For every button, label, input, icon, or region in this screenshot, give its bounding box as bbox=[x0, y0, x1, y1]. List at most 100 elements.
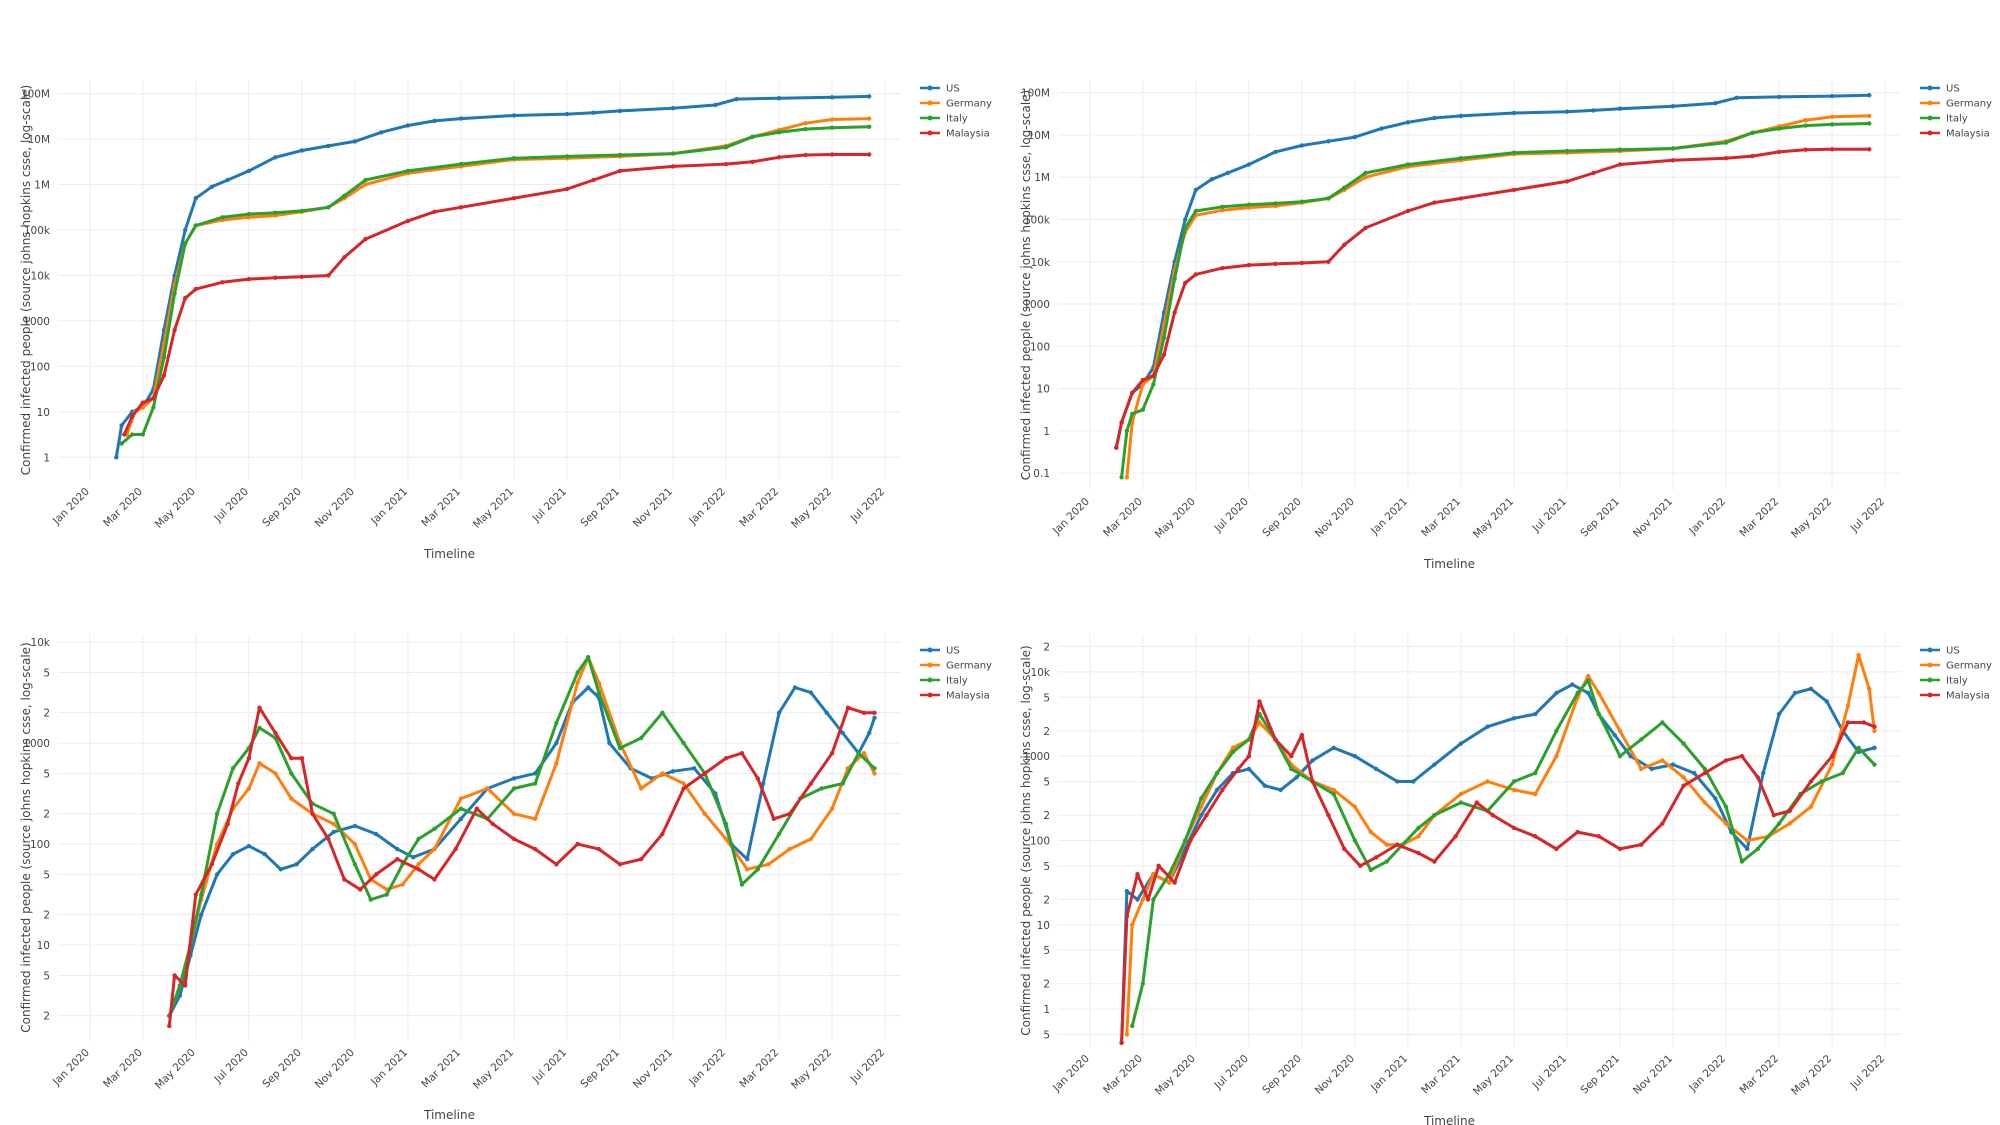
data-point bbox=[1161, 335, 1167, 340]
data-point bbox=[808, 781, 814, 786]
data-point bbox=[596, 690, 601, 695]
series-italy bbox=[167, 655, 877, 1018]
data-point bbox=[214, 872, 220, 877]
data-point bbox=[1829, 114, 1835, 120]
data-point bbox=[416, 867, 421, 872]
data-point bbox=[1172, 310, 1177, 315]
legend-item-italy[interactable]: Italy bbox=[1920, 114, 1968, 125]
data-point bbox=[1130, 922, 1135, 927]
data-point bbox=[230, 766, 236, 771]
y-tick-label: 0.1 bbox=[1033, 468, 1050, 480]
data-point bbox=[130, 414, 135, 419]
data-point bbox=[1829, 754, 1835, 759]
data-point bbox=[1342, 242, 1347, 247]
data-point bbox=[432, 826, 437, 832]
data-point bbox=[1405, 208, 1411, 214]
legend-item-us[interactable]: US bbox=[920, 646, 960, 657]
data-point bbox=[1564, 148, 1570, 154]
data-point bbox=[1670, 104, 1676, 109]
data-point bbox=[273, 155, 278, 160]
legend-item-germany[interactable]: Germany bbox=[920, 99, 992, 110]
series-malaysia bbox=[167, 705, 877, 1029]
data-point bbox=[1458, 156, 1464, 161]
legend-item-malaysia[interactable]: Malaysia bbox=[1920, 129, 1990, 140]
y-tick-label: 100 bbox=[30, 361, 50, 373]
data-point bbox=[1596, 834, 1601, 839]
data-point bbox=[199, 912, 204, 917]
legend-label: Germany bbox=[1946, 661, 1992, 672]
data-point bbox=[1416, 850, 1421, 856]
data-point bbox=[867, 94, 872, 99]
x-tick-label: Mar 2020 bbox=[1101, 1053, 1145, 1097]
data-point bbox=[1808, 779, 1814, 784]
data-point bbox=[1808, 686, 1814, 691]
data-point bbox=[172, 291, 177, 296]
data-point bbox=[1702, 800, 1707, 805]
data-point bbox=[1845, 703, 1851, 708]
legend-item-us[interactable]: US bbox=[920, 84, 960, 95]
data-point bbox=[1511, 779, 1517, 784]
data-point bbox=[1156, 863, 1161, 868]
x-tick-label: Sep 2021 bbox=[1578, 496, 1622, 540]
legend[interactable]: US Germany Italy Malaysia bbox=[920, 84, 992, 140]
legend-marker bbox=[927, 647, 933, 653]
y-tick-label: 5 bbox=[1043, 861, 1050, 873]
legend-item-italy[interactable]: Italy bbox=[1920, 676, 1968, 687]
legend-item-us[interactable]: US bbox=[1920, 84, 1960, 95]
data-point bbox=[453, 846, 458, 852]
legend-item-germany[interactable]: Germany bbox=[920, 661, 992, 672]
legend-label: Malaysia bbox=[946, 129, 990, 140]
data-point bbox=[273, 210, 278, 215]
legend[interactable]: US Germany Italy Malaysia bbox=[1920, 84, 1992, 140]
y-tick-label: 100k bbox=[1024, 214, 1051, 226]
legend-item-us[interactable]: US bbox=[1920, 646, 1960, 657]
data-point bbox=[1511, 716, 1517, 721]
data-point bbox=[411, 855, 416, 860]
data-point bbox=[1776, 149, 1782, 155]
series-us bbox=[114, 94, 872, 460]
data-point bbox=[1352, 804, 1358, 809]
data-point bbox=[739, 882, 745, 887]
legend-marker bbox=[1927, 647, 1933, 653]
legend-item-italy[interactable]: Italy bbox=[920, 676, 968, 687]
x-tick-label: Jul 2020 bbox=[212, 486, 251, 525]
series-line bbox=[1114, 93, 1870, 449]
x-axis-title: Timeline bbox=[1423, 1114, 1475, 1125]
legend[interactable]: US Germany Italy Malaysia bbox=[1920, 646, 1992, 702]
data-point bbox=[1596, 690, 1601, 696]
data-point bbox=[787, 811, 792, 816]
data-point bbox=[1586, 673, 1591, 679]
legend-item-germany[interactable]: Germany bbox=[1920, 99, 1992, 110]
data-point bbox=[1257, 699, 1262, 704]
data-point bbox=[225, 821, 230, 827]
legend-label: Malaysia bbox=[946, 691, 990, 702]
data-point bbox=[1845, 720, 1851, 725]
data-point bbox=[639, 857, 644, 862]
data-point bbox=[490, 821, 495, 827]
legend[interactable]: US Germany Italy Malaysia bbox=[920, 646, 992, 702]
data-point bbox=[257, 705, 262, 710]
data-point bbox=[326, 836, 331, 842]
y-tick-label: 2 bbox=[1043, 810, 1050, 822]
series-line bbox=[125, 117, 870, 435]
data-point bbox=[533, 816, 538, 821]
x-tick-label: May 2022 bbox=[789, 1047, 834, 1092]
data-point bbox=[872, 771, 877, 776]
legend-item-malaysia[interactable]: Malaysia bbox=[1920, 691, 1990, 702]
data-point bbox=[1124, 475, 1130, 480]
legend-item-malaysia[interactable]: Malaysia bbox=[920, 691, 990, 702]
data-point bbox=[1246, 754, 1252, 759]
y-tick-label: 100 bbox=[30, 839, 50, 851]
data-point bbox=[1246, 737, 1252, 742]
data-point bbox=[1713, 101, 1718, 106]
data-point bbox=[289, 756, 294, 761]
series-line bbox=[120, 125, 870, 445]
legend-item-germany[interactable]: Germany bbox=[1920, 661, 1992, 672]
x-tick-label: Sep 2020 bbox=[260, 1047, 304, 1091]
legend-item-malaysia[interactable]: Malaysia bbox=[920, 129, 990, 140]
x-tick-label: Nov 2021 bbox=[631, 1047, 675, 1091]
legend-label: US bbox=[1946, 646, 1960, 657]
legend-item-italy[interactable]: Italy bbox=[920, 114, 968, 125]
data-point bbox=[1776, 126, 1782, 131]
